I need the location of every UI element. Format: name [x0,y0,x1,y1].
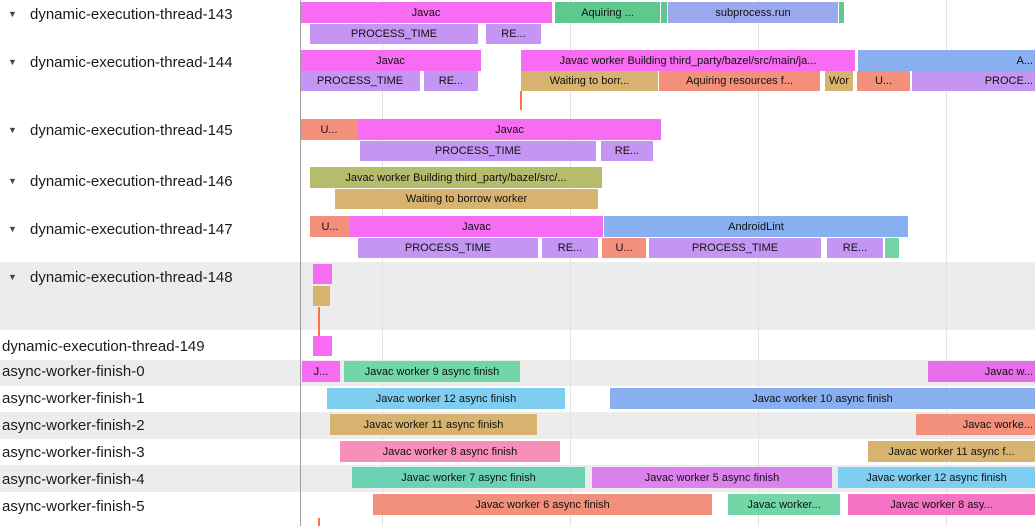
track-name: async-worker-finish-5 [2,497,145,515]
time-marker [318,307,320,356]
timeline-slice[interactable]: RE... [486,24,541,44]
track-label[interactable]: ▼ dynamic-execution-thread-146 [8,172,233,190]
track-name: async-worker-finish-4 [2,470,145,488]
timeline-slice[interactable]: PROCESS_TIME [360,141,596,161]
timeline-slice[interactable]: Aquiring resources f... [659,71,820,91]
timeline-slice[interactable]: Javac worker 8 async finish [340,441,560,462]
track-name: dynamic-execution-thread-143 [30,5,233,23]
timeline-slice[interactable]: RE... [827,238,883,258]
track-name: dynamic-execution-thread-146 [30,172,233,190]
gridline [570,0,571,526]
track-label[interactable]: ▼ dynamic-execution-thread-148 [8,268,233,286]
track-label: async-worker-finish-4 [2,470,145,488]
timeline-slice[interactable]: Javac worke... [916,414,1035,435]
timeline-slice[interactable]: Javac worker 12 async finish [838,467,1035,488]
timeline-slice[interactable]: Javac worker Building third_party/bazel/… [521,50,855,71]
timeline-slice[interactable] [885,238,899,258]
track-label[interactable]: ▼ dynamic-execution-thread-147 [8,220,233,238]
timeline-slice[interactable]: RE... [424,71,478,91]
timeline-slice[interactable]: Javac worker 7 async finish [352,467,585,488]
collapse-arrow-icon[interactable]: ▼ [8,125,17,135]
track-name: async-worker-finish-2 [2,416,145,434]
track-label: async-worker-finish-5 [2,497,145,515]
track-label[interactable]: ▼ dynamic-execution-thread-145 [8,121,233,139]
track-name: dynamic-execution-thread-145 [30,121,233,139]
timeline-slice[interactable] [313,336,332,356]
timeline-slice[interactable]: Javac worker 11 async finish [330,414,537,435]
timeline-slice[interactable]: Javac [358,119,661,140]
track-label[interactable]: ▼ dynamic-execution-thread-143 [8,5,233,23]
gridline [758,0,759,526]
timeline-slice[interactable]: U... [310,216,350,237]
time-marker [318,518,320,526]
track-name: async-worker-finish-0 [2,362,145,380]
timeline-slice[interactable]: Javac worker 12 async finish [327,388,565,409]
track-name: async-worker-finish-1 [2,389,145,407]
timeline-slice[interactable]: RE... [542,238,598,258]
timeline-slice[interactable]: Javac w... [928,361,1035,382]
gridline [382,0,383,526]
timeline-slice[interactable]: Javac worker 6 async finish [373,494,712,515]
collapse-arrow-icon[interactable]: ▼ [8,272,17,282]
timeline-slice[interactable]: Javac [300,50,481,71]
timeline-slice[interactable]: Waiting to borr... [521,71,658,91]
time-marker [520,91,522,110]
collapse-arrow-icon[interactable]: ▼ [8,57,17,67]
timeline-slice[interactable] [313,286,330,306]
track-name: dynamic-execution-thread-147 [30,220,233,238]
timeline-slice[interactable]: PROCESS_TIME [649,238,821,258]
timeline-slice[interactable]: subprocess.run [668,2,838,23]
timeline-slice[interactable]: Javac [300,2,552,23]
track-name: async-worker-finish-3 [2,443,145,461]
timeline-slice[interactable]: Javac worker 8 asy... [848,494,1035,515]
collapse-arrow-icon[interactable]: ▼ [8,176,17,186]
track-name: dynamic-execution-thread-148 [30,268,233,286]
timeline-slice[interactable]: Javac worker 5 async finish [592,467,832,488]
timeline-slice[interactable] [839,2,844,23]
track-label: async-worker-finish-1 [2,389,145,407]
collapse-arrow-icon[interactable]: ▼ [8,224,17,234]
track-label: async-worker-finish-2 [2,416,145,434]
timeline-slice[interactable]: PROCESS_TIME [300,71,420,91]
collapse-arrow-icon[interactable]: ▼ [8,9,17,19]
timeline-slice[interactable]: PROCE... [912,71,1035,91]
timeline-slice[interactable]: PROCESS_TIME [310,24,478,44]
timeline-slice[interactable]: Javac worker 11 async f... [868,441,1035,462]
timeline-slice[interactable]: Javac worker... [728,494,840,515]
track-label: async-worker-finish-0 [2,362,145,380]
timeline-slice[interactable]: Javac worker 10 async finish [610,388,1035,409]
track-label: dynamic-execution-thread-149 [2,337,205,355]
sidebar-divider[interactable] [300,0,301,526]
timeline-slice[interactable]: Javac worker 9 async finish [344,361,520,382]
gridline [946,0,947,526]
row-background [0,262,1035,330]
timeline-slice[interactable]: Javac worker Building third_party/bazel/… [310,167,602,188]
timeline-slice[interactable]: J... [302,361,340,382]
timeline-slice[interactable]: RE... [601,141,653,161]
timeline-slice[interactable]: Waiting to borrow worker [335,189,598,209]
timeline-slice[interactable]: U... [857,71,910,91]
timeline-slice[interactable] [661,2,667,23]
track-label: async-worker-finish-3 [2,443,145,461]
track-name: dynamic-execution-thread-144 [30,53,233,71]
timeline-slice[interactable]: PROCESS_TIME [358,238,538,258]
timeline-slice[interactable]: AndroidLint [604,216,908,237]
timeline-slice[interactable]: U... [300,119,358,140]
track-name: dynamic-execution-thread-149 [2,337,205,355]
timeline-slice[interactable] [313,264,332,284]
timeline-slice[interactable]: U... [602,238,646,258]
timeline-slice[interactable]: Aquiring ... [555,2,660,23]
timeline-slice[interactable]: Javac [350,216,603,237]
timeline-slice[interactable]: Wor [825,71,853,91]
timeline-slice[interactable]: A... [858,50,1035,71]
track-label[interactable]: ▼ dynamic-execution-thread-144 [8,53,233,71]
